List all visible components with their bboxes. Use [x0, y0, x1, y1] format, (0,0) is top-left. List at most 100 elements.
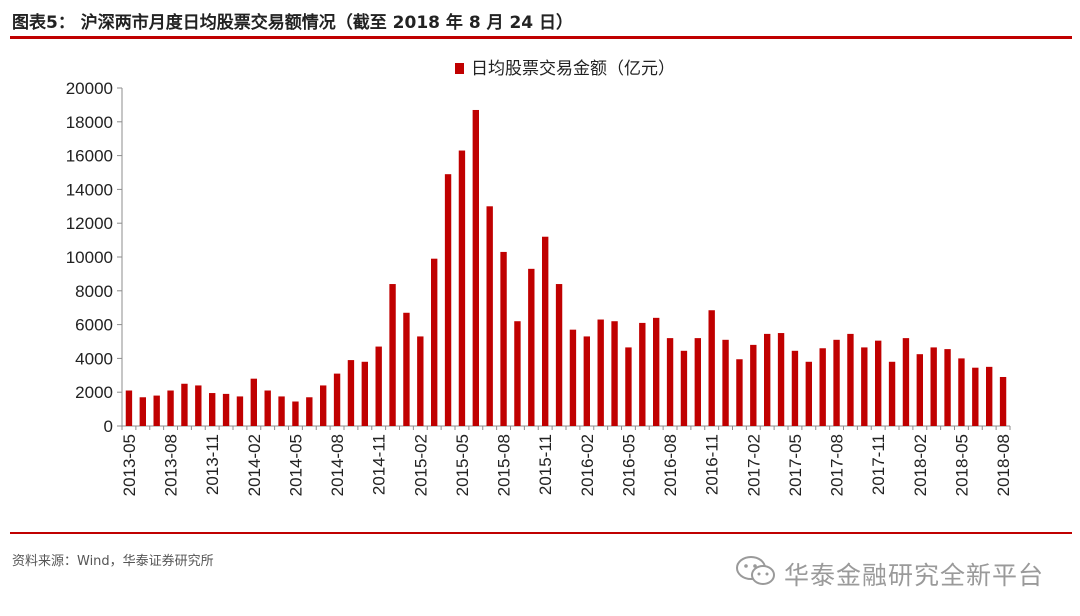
bar — [847, 333, 854, 426]
bar — [902, 338, 910, 426]
y-tick-label: 10000 — [66, 248, 113, 267]
bar — [139, 397, 146, 426]
bar — [542, 236, 549, 426]
x-tick-label: 2018-02 — [911, 434, 930, 496]
bar — [236, 396, 244, 426]
x-tick-label: 2013-11 — [203, 434, 222, 495]
bar — [431, 258, 438, 426]
bar — [486, 206, 493, 426]
x-tick-label: 2013-05 — [120, 434, 139, 496]
y-tick-label: 8000 — [75, 282, 113, 301]
bar-chart: 0 2000 4000 6000 8000 10000 12000 14000 16000 180… — [66, 59, 1013, 496]
bar — [888, 361, 896, 426]
bar — [209, 393, 216, 426]
bar — [805, 361, 812, 426]
bar — [514, 321, 521, 426]
bar — [791, 350, 799, 426]
y-tick-label: 16000 — [66, 147, 113, 166]
bar — [528, 268, 535, 426]
bar — [583, 336, 590, 426]
bar — [833, 339, 840, 426]
x-tick-label: 2018-08 — [994, 434, 1013, 496]
bar — [167, 390, 174, 426]
bar — [694, 338, 701, 426]
x-tick-label: 2017-05 — [786, 434, 805, 496]
bar — [986, 366, 993, 426]
x-tick-label: 2014-11 — [370, 434, 389, 495]
bar — [250, 378, 257, 426]
bar — [916, 354, 923, 426]
y-tick-label: 2000 — [75, 383, 113, 402]
x-tick-label: 2016-11 — [703, 434, 722, 495]
bar — [930, 347, 937, 426]
bar — [153, 395, 160, 426]
bar — [736, 359, 743, 426]
wechat-icon — [736, 556, 775, 585]
x-tick-label: 2013-08 — [162, 434, 181, 496]
bar — [458, 150, 466, 426]
bar — [125, 390, 133, 426]
bar — [444, 174, 452, 426]
bar — [861, 347, 868, 426]
y-tick-label: 0 — [104, 417, 113, 436]
y-tick-label: 12000 — [66, 214, 113, 233]
bar — [222, 393, 230, 426]
legend-swatch — [455, 63, 464, 74]
bar — [375, 346, 382, 426]
y-tick-label: 6000 — [75, 316, 113, 335]
bar — [875, 340, 882, 426]
bar — [708, 310, 715, 426]
bar — [680, 350, 688, 426]
y-tick-label: 4000 — [75, 349, 113, 368]
bar — [306, 397, 313, 426]
footer-rule — [10, 532, 1072, 534]
x-tick-label: 2017-11 — [869, 434, 888, 495]
bar — [653, 317, 660, 426]
bar — [611, 321, 618, 426]
x-tick-label: 2015-05 — [453, 434, 472, 496]
bar — [555, 284, 563, 426]
x-tick-label: 2015-08 — [495, 434, 514, 496]
bar — [722, 339, 729, 426]
bar — [417, 336, 424, 426]
bar — [569, 329, 577, 426]
x-tick-label: 2015-02 — [411, 434, 430, 496]
bar — [320, 385, 327, 426]
y-tick-label: 14000 — [66, 180, 113, 199]
x-tick-label: 2014-05 — [286, 434, 305, 496]
x-tick-label: 2018-05 — [952, 434, 971, 496]
bar — [777, 333, 785, 426]
bar — [389, 284, 396, 426]
bar — [625, 347, 632, 426]
x-tick-label: 2017-08 — [828, 434, 847, 496]
bar — [278, 396, 285, 426]
bar — [181, 383, 188, 426]
bar — [347, 360, 355, 426]
chart-area: 0 2000 4000 6000 8000 10000 12000 14000 16000 180… — [0, 50, 1080, 520]
bar — [972, 367, 979, 426]
x-tick-label: 2016-02 — [578, 434, 597, 496]
bar — [264, 390, 271, 426]
title-rule — [10, 36, 1072, 39]
bar — [361, 361, 368, 426]
legend-label: 日均股票交易金额（亿元） — [471, 59, 675, 79]
bar — [597, 319, 604, 426]
watermark: 华泰金融研究全新平台 — [728, 552, 1058, 592]
bar — [764, 333, 771, 426]
x-tick-label: 2016-08 — [661, 434, 680, 496]
bar — [819, 348, 826, 426]
bar — [195, 385, 202, 426]
y-tick-label: 20000 — [66, 79, 113, 98]
watermark-text: 华泰金融研究全新平台 — [784, 561, 1045, 590]
x-tick-label: 2014-08 — [328, 434, 347, 496]
bar — [333, 373, 341, 426]
bar — [403, 312, 410, 426]
bar — [472, 109, 479, 426]
bar — [958, 358, 965, 426]
bar — [750, 344, 757, 426]
bar — [666, 338, 674, 426]
bar — [944, 349, 951, 426]
x-tick-label: 2017-02 — [744, 434, 763, 496]
y-tick-label: 18000 — [66, 113, 113, 132]
figure-header: 图表5： 沪深两市月度日均股票交易额情况（截至 2018 年 8 月 24 日） — [10, 6, 1072, 39]
